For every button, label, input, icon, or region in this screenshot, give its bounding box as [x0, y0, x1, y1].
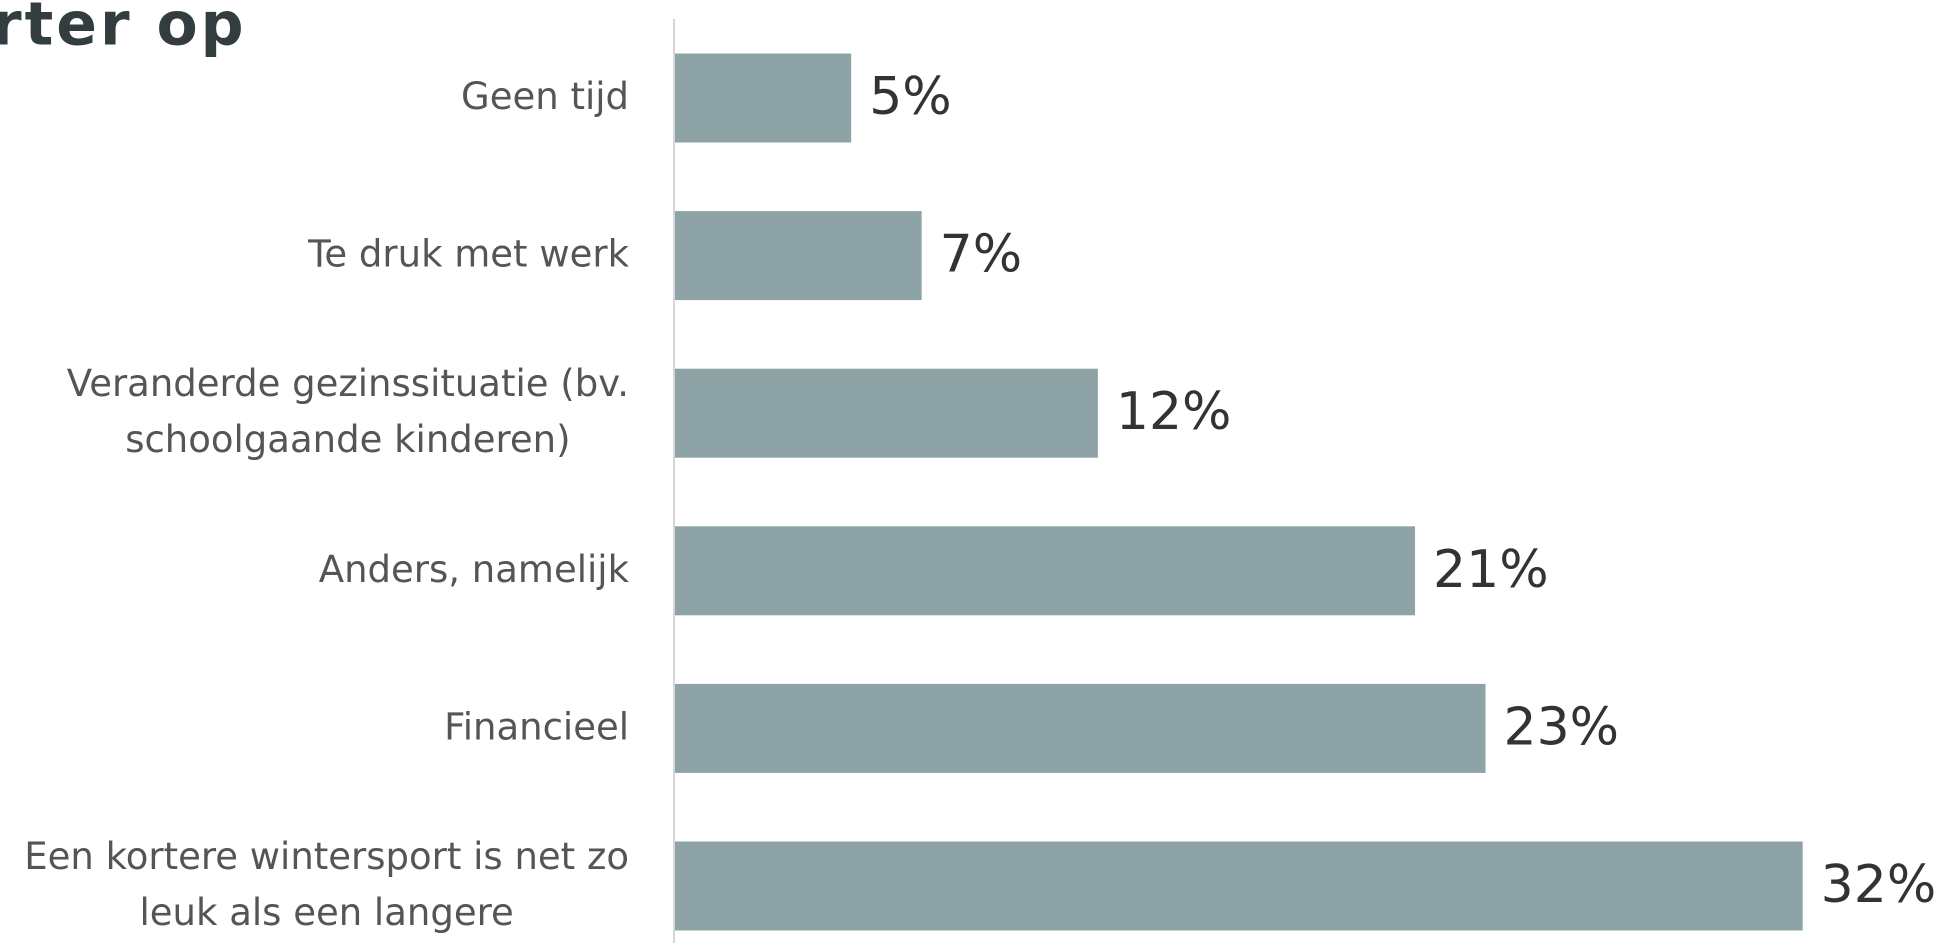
bar — [675, 53, 852, 143]
chart-title: rter op — [0, 0, 247, 60]
value-label: 32% — [1821, 855, 1937, 915]
value-label: 7% — [940, 225, 1023, 285]
category-label: Te druk met werk — [307, 232, 629, 275]
bar — [675, 368, 1098, 458]
bar — [675, 211, 922, 301]
value-label: 5% — [869, 67, 952, 127]
bar — [675, 841, 1803, 931]
category-label: Veranderde gezinssituatie (bv. schoolgaan… — [67, 362, 629, 461]
bar — [675, 526, 1416, 616]
category-label: Anders, namelijk — [319, 547, 630, 590]
value-label: 12% — [1116, 382, 1232, 442]
bar — [675, 683, 1486, 773]
category-label: Een kortere wintersport is net zo leuk al… — [24, 835, 629, 934]
value-label: 21% — [1433, 540, 1549, 600]
category-label: Financieel — [444, 705, 629, 748]
category-label: Geen tijd — [461, 75, 629, 118]
value-label: 23% — [1504, 697, 1620, 757]
